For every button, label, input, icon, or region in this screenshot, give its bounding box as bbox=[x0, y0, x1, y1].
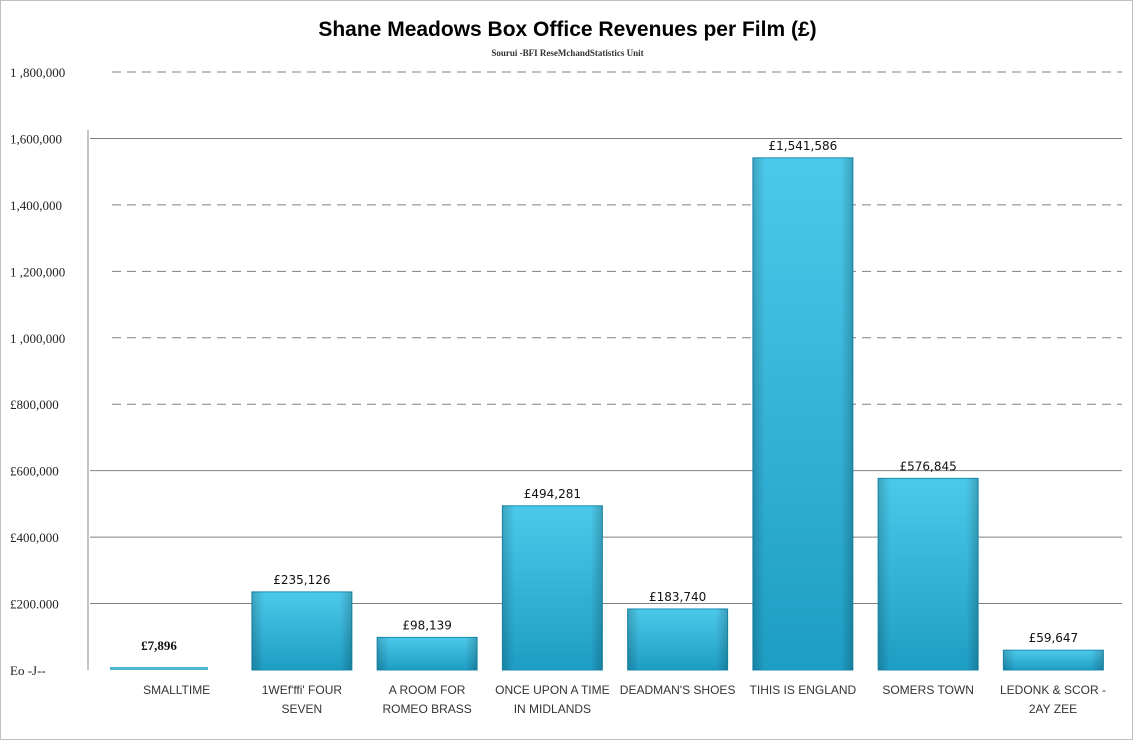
data-label: £576,845 bbox=[899, 459, 956, 473]
bar bbox=[110, 667, 208, 670]
y-tick-label: 1 ,000,000 bbox=[10, 331, 65, 346]
category-label: TIHIS IS ENGLAND bbox=[750, 683, 857, 697]
bar-shade bbox=[502, 505, 603, 670]
bar-shade bbox=[627, 608, 728, 670]
data-label: £494,281 bbox=[524, 487, 581, 501]
category-label: ONCE UPON A TIME bbox=[495, 683, 609, 697]
chart-title: Shane Meadows Box Office Revenues per Fi… bbox=[318, 18, 817, 41]
data-label: £7,896 bbox=[141, 638, 177, 653]
category-label: ROMEO BRASS bbox=[382, 702, 471, 716]
data-label: £98,139 bbox=[402, 618, 452, 632]
category-label: A ROOM FOR bbox=[389, 683, 466, 697]
category-label: SEVEN bbox=[282, 702, 323, 716]
category-label: SOMERS TOWN bbox=[882, 683, 974, 697]
category-label: 2AY ZEE bbox=[1029, 702, 1077, 716]
data-label: £183,740 bbox=[649, 590, 706, 604]
bar-shade bbox=[377, 637, 478, 670]
category-label: 1WEf'ffi' FOUR bbox=[262, 683, 343, 697]
bar-shade bbox=[752, 157, 853, 670]
y-tick-label: £400,000 bbox=[10, 530, 59, 545]
y-tick-label: £200.000 bbox=[10, 597, 59, 612]
data-label: £1,541,586 bbox=[769, 139, 838, 153]
category-label: SMALLTIME bbox=[143, 683, 210, 697]
y-tick-label: 1 ,800,000 bbox=[10, 65, 65, 80]
data-label: £59,647 bbox=[1029, 631, 1079, 645]
bar-shade bbox=[251, 591, 352, 670]
y-tick-label: 1 ,200,000 bbox=[10, 264, 65, 279]
data-label: £235,126 bbox=[273, 573, 330, 587]
y-tick-label: £600,000 bbox=[10, 464, 59, 479]
y-tick-label: 1,600,000 bbox=[10, 131, 62, 146]
category-label: DEADMAN'S SHOES bbox=[620, 683, 736, 697]
bar-shade bbox=[1003, 650, 1104, 670]
category-label: LEDONK & SCOR - bbox=[1000, 683, 1106, 697]
y-tick-label: Eo -J-- bbox=[10, 663, 46, 678]
bar-shade bbox=[878, 478, 979, 670]
y-tick-label: £800,000 bbox=[10, 397, 59, 412]
category-label: IN MIDLANDS bbox=[514, 702, 591, 716]
y-tick-label: 1,400,000 bbox=[10, 198, 62, 213]
chart-subtitle: Sourui -BFI ReseMchandStatistics Unit bbox=[491, 48, 644, 58]
